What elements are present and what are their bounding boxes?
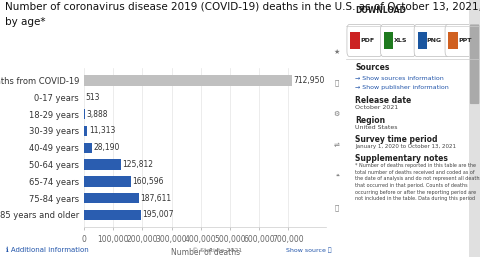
Text: January 1, 2020 to October 13, 2021: January 1, 2020 to October 13, 2021 bbox=[355, 144, 456, 149]
Bar bbox=[84, 159, 121, 170]
Text: Supplementary notes: Supplementary notes bbox=[355, 154, 448, 163]
Text: PDF: PDF bbox=[360, 38, 374, 43]
Text: PNG: PNG bbox=[427, 38, 442, 43]
Bar bbox=[84, 210, 141, 220]
Text: United States: United States bbox=[355, 125, 397, 130]
Bar bbox=[84, 193, 139, 203]
FancyBboxPatch shape bbox=[381, 24, 416, 57]
Text: 125,812: 125,812 bbox=[122, 160, 153, 169]
Text: ★: ★ bbox=[334, 49, 340, 55]
Text: Survey time period: Survey time period bbox=[355, 135, 437, 144]
Text: Release date: Release date bbox=[355, 96, 411, 105]
Text: * Number of deaths reported in this table are the
total number of deaths receive: * Number of deaths reported in this tabl… bbox=[355, 163, 480, 201]
Text: 🖨: 🖨 bbox=[335, 205, 339, 211]
Text: XLS: XLS bbox=[394, 38, 408, 43]
Text: 712,950: 712,950 bbox=[294, 76, 325, 85]
Text: 28,190: 28,190 bbox=[94, 143, 120, 152]
Text: 187,611: 187,611 bbox=[140, 194, 171, 203]
Bar bbox=[84, 143, 92, 153]
Text: 513: 513 bbox=[85, 93, 100, 102]
FancyBboxPatch shape bbox=[418, 32, 427, 49]
Text: ⚙: ⚙ bbox=[334, 111, 340, 117]
FancyBboxPatch shape bbox=[384, 32, 393, 49]
Text: Number of coronavirus disease 2019 (COVID-19) deaths in the U.S. as of October 1: Number of coronavirus disease 2019 (COVI… bbox=[5, 1, 480, 11]
FancyBboxPatch shape bbox=[448, 32, 458, 49]
FancyBboxPatch shape bbox=[414, 24, 449, 57]
Text: October 2021: October 2021 bbox=[355, 105, 398, 110]
Text: Show source ⓘ: Show source ⓘ bbox=[286, 247, 331, 253]
Text: ⇌: ⇌ bbox=[334, 142, 340, 148]
FancyBboxPatch shape bbox=[350, 32, 360, 49]
Bar bbox=[84, 75, 292, 86]
Bar bbox=[84, 109, 85, 119]
Text: Sources: Sources bbox=[355, 63, 389, 72]
X-axis label: Number of deaths: Number of deaths bbox=[170, 248, 240, 257]
Text: ❝: ❝ bbox=[335, 174, 339, 180]
Text: → Show publisher information: → Show publisher information bbox=[355, 85, 449, 90]
Text: DOWNLOAD: DOWNLOAD bbox=[355, 6, 406, 15]
Text: 160,596: 160,596 bbox=[132, 177, 164, 186]
Bar bbox=[84, 126, 87, 136]
Text: ℹ Additional information: ℹ Additional information bbox=[6, 247, 89, 253]
Text: → Show sources information: → Show sources information bbox=[355, 76, 444, 81]
Text: © Statista 2021: © Statista 2021 bbox=[192, 248, 242, 253]
Text: 11,313: 11,313 bbox=[89, 126, 115, 135]
FancyBboxPatch shape bbox=[469, 0, 480, 257]
FancyBboxPatch shape bbox=[347, 24, 382, 57]
Text: 3,888: 3,888 bbox=[86, 110, 108, 119]
Text: Region: Region bbox=[355, 116, 385, 125]
Bar bbox=[84, 176, 131, 187]
Text: PPT: PPT bbox=[458, 38, 472, 43]
Text: 👤: 👤 bbox=[335, 80, 339, 86]
FancyBboxPatch shape bbox=[470, 24, 480, 104]
FancyBboxPatch shape bbox=[445, 24, 480, 57]
Text: 195,007: 195,007 bbox=[143, 210, 174, 219]
Text: by age*: by age* bbox=[5, 17, 45, 27]
